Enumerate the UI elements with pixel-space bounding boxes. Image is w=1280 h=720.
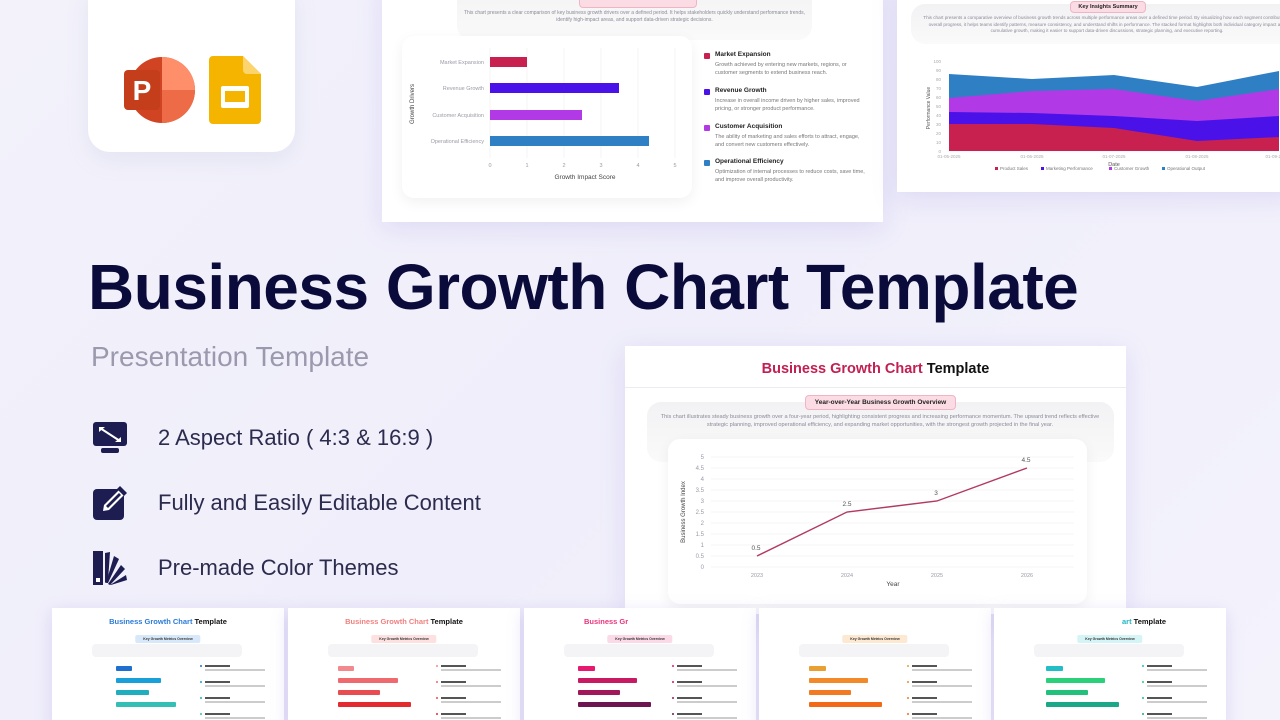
svg-text:Business Growth Index: Business Growth Index (681, 481, 687, 543)
svg-text:4.5: 4.5 (696, 466, 705, 472)
svg-text:Market Expansion: Market Expansion (440, 60, 484, 66)
svg-text:Performance Value: Performance Value (926, 87, 932, 130)
svg-text:0: 0 (701, 565, 705, 571)
svg-text:1: 1 (701, 543, 705, 549)
svg-text:01-09-2025: 01-09-2025 (1265, 154, 1280, 159)
svg-text:1.5: 1.5 (696, 532, 705, 538)
svg-text:4: 4 (636, 163, 639, 169)
svg-text:Growth Impact Score: Growth Impact Score (554, 174, 615, 181)
svg-text:5: 5 (701, 455, 705, 461)
svg-text:P: P (133, 75, 152, 106)
svg-text:Customer Growth: Customer Growth (1114, 166, 1150, 171)
svg-text:60: 60 (936, 95, 942, 100)
feature-label: Fully and Easily Editable Content (158, 490, 481, 515)
page-title: Business Growth Chart Template (88, 251, 1079, 323)
svg-text:40: 40 (936, 113, 942, 118)
bar-chart-card: Market Expansion Revenue Growth Customer… (402, 36, 692, 198)
svg-text:2.5: 2.5 (696, 510, 705, 516)
theme-thumbnail-teal[interactable]: art Template Key Growth Metrics Overview (994, 608, 1226, 720)
preview-slide-line-chart: Business Growth Chart Template Year-over… (625, 346, 1126, 614)
svg-text:Operational Efficiency: Operational Efficiency (431, 139, 485, 145)
svg-text:0: 0 (488, 163, 491, 169)
svg-text:0.5: 0.5 (696, 554, 705, 560)
thumb-title: art Template (1122, 617, 1167, 626)
svg-text:30: 30 (936, 122, 942, 127)
google-slides-icon (209, 56, 261, 124)
svg-text:Operational Output: Operational Output (1167, 166, 1206, 171)
svg-text:01-08-2025: 01-08-2025 (1185, 154, 1209, 159)
svg-text:Year: Year (886, 581, 900, 588)
svg-text:70: 70 (936, 86, 942, 91)
thumb-title: Business Gr (584, 617, 629, 626)
preview-slide-area-chart: Key Insights Summary This chart presents… (897, 0, 1280, 192)
svg-text:2026: 2026 (1021, 573, 1033, 579)
divider (625, 387, 1126, 388)
svg-text:Product Sales: Product Sales (1000, 166, 1029, 171)
slide-description: This chart presents a clear comparison o… (463, 10, 805, 23)
svg-text:1: 1 (525, 163, 528, 169)
svg-text:2025: 2025 (931, 573, 943, 579)
preview-slide-bar-chart: This chart presents a clear comparison o… (382, 0, 883, 222)
line-chart-card: 5 4.5 4 3.5 3 2.5 2 1.5 1 0.5 0 0.5 2.5 3 4.5 2023 2… (668, 439, 1087, 604)
svg-text:100: 100 (933, 59, 941, 64)
svg-text:0: 0 (938, 149, 941, 154)
svg-text:4: 4 (701, 477, 705, 483)
legend-swatch (704, 160, 710, 166)
theme-thumbnail-coral[interactable]: Business Growth Chart Template Key Growt… (288, 608, 520, 720)
page-subtitle: Presentation Template (91, 341, 370, 372)
feature-label: 2 Aspect Ratio ( 4:3 & 16:9 ) (158, 425, 434, 450)
svg-text:3: 3 (934, 490, 938, 497)
stacked-area-chart: 0 10 20 30 40 50 60 70 80 90 100 01-05-2025 01-06… (926, 59, 1280, 168)
svg-text:0.5: 0.5 (751, 545, 760, 552)
svg-text:3: 3 (599, 163, 602, 169)
svg-text:2023: 2023 (751, 573, 763, 579)
legend-swatch (704, 125, 710, 131)
slide-description: This chart presents a comparative overvi… (923, 15, 1280, 33)
svg-text:2.5: 2.5 (842, 501, 851, 508)
svg-text:20: 20 (936, 131, 942, 136)
svg-text:90: 90 (936, 68, 942, 73)
line-chart: 5 4.5 4 3.5 3 2.5 2 1.5 1 0.5 0 0.5 2.5 3 4.5 2023 2… (681, 455, 1074, 588)
slide-pill (579, 0, 697, 8)
feature-editable: Fully and Easily Editable Content (92, 485, 481, 521)
theme-thumbnail-blue[interactable]: Business Growth Chart Template Key Growt… (52, 608, 284, 720)
feature-aspect-ratio: 2 Aspect Ratio ( 4:3 & 16:9 ) (92, 420, 433, 456)
monitor-resize-icon (92, 420, 128, 456)
color-swatch-icon (92, 550, 128, 586)
svg-text:01-06-2025: 01-06-2025 (1020, 154, 1044, 159)
svg-text:3.5: 3.5 (696, 488, 705, 494)
theme-thumbnail-orange[interactable]: Key Growth Metrics Overview (759, 608, 991, 720)
svg-text:50: 50 (936, 104, 942, 109)
svg-text:3: 3 (701, 499, 705, 505)
svg-text:Date: Date (1108, 162, 1120, 168)
svg-text:2: 2 (701, 521, 705, 527)
feature-color-themes: Pre-made Color Themes (92, 550, 398, 586)
svg-text:Marketing Performance: Marketing Performance (1046, 166, 1093, 171)
svg-text:5: 5 (673, 163, 676, 169)
svg-text:Customer Acquisition: Customer Acquisition (432, 113, 484, 119)
svg-text:2024: 2024 (841, 573, 853, 579)
svg-text:01-05-2025: 01-05-2025 (937, 154, 961, 159)
slide-pill: Year-over-Year Business Growth Overview (805, 395, 956, 410)
slide-pill: Key Insights Summary (1070, 1, 1146, 13)
slide-description: This chart illustrates steady business g… (660, 414, 1100, 428)
area-chart-legend: Product Sales Marketing Performance Cust… (995, 166, 1206, 171)
svg-text:10: 10 (936, 140, 942, 145)
svg-text:80: 80 (936, 77, 942, 82)
svg-text:2: 2 (562, 163, 565, 169)
thumb-title: Business Growth Chart Template (109, 617, 227, 626)
powerpoint-icon: P (124, 57, 195, 123)
legend-swatch (704, 53, 710, 59)
svg-text:4.5: 4.5 (1021, 457, 1030, 464)
slide-title: Business Growth Chart Template (761, 361, 990, 377)
horizontal-bar-chart: Market Expansion Revenue Growth Customer… (410, 48, 677, 181)
edit-pencil-icon (92, 485, 128, 521)
theme-thumbnail-magenta[interactable]: Business Gr Key Growth Metrics Overview (524, 608, 756, 720)
feature-label: Pre-made Color Themes (158, 555, 399, 580)
svg-text:Revenue Growth: Revenue Growth (443, 86, 484, 92)
svg-text:01-07-2025: 01-07-2025 (1102, 154, 1126, 159)
svg-text:Growth Drivers: Growth Drivers (410, 84, 416, 124)
legend-swatch (704, 89, 710, 95)
thumb-title: Business Growth Chart Template (345, 617, 463, 626)
